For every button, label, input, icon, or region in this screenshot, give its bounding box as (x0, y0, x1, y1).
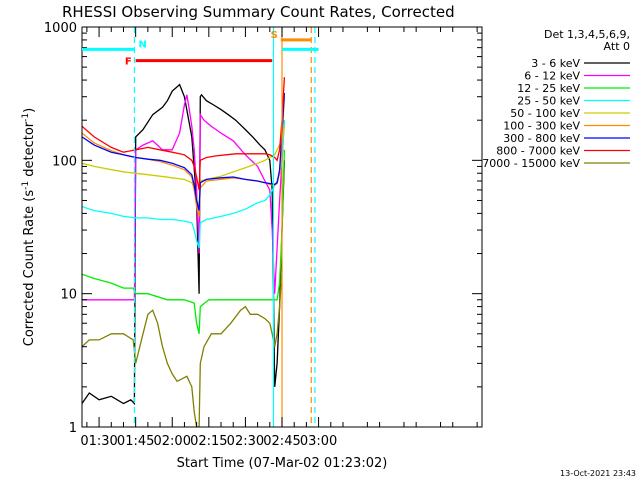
legend-header-line2: Att 0 (604, 40, 630, 53)
legend-label-1: 6 - 12 keV (524, 70, 580, 83)
x-axis-label: Start Time (07-Mar-02 01:23:02) (177, 456, 388, 471)
legend-label-8: 7000 - 15000 keV (482, 157, 580, 170)
legend-header-line1: Det 1,3,4,5,6,9, (544, 28, 630, 41)
x-tick-label-2: 02:00 (154, 434, 191, 449)
legend-label-5: 100 - 300 keV (503, 120, 580, 133)
legend-label-4: 50 - 100 keV (510, 107, 580, 120)
x-tick-label-3: 02:15 (190, 434, 227, 449)
y-tick-label-1: 10 (60, 288, 77, 303)
y-tick-label-3: 1000 (44, 21, 77, 36)
legend-label-6: 300 - 800 keV (503, 132, 580, 145)
y-tick-label-0: 1 (69, 421, 77, 436)
legend-label-2: 12 - 25 keV (517, 82, 580, 95)
footer-timestamp: 13-Oct-2021 23:43 (560, 469, 636, 478)
y-axis-label: Corrected Count Rate (s-1 detector-1) (21, 108, 37, 346)
x-ticks: 01:30 01:45 02:00 02:15 02:30 02:45 03:00 (80, 27, 478, 449)
x-tick-label-5: 02:45 (263, 434, 300, 449)
legend-label-0: 3 - 6 keV (531, 57, 580, 70)
legend-label-7: 800 - 7000 keV (496, 145, 580, 158)
annotation-layer: FN S (82, 30, 319, 68)
x-tick-label-0: 01:30 (80, 434, 117, 449)
x-tick-label-1: 01:45 (117, 434, 154, 449)
annotation-label-1: N (138, 39, 146, 50)
series-layer (82, 77, 286, 427)
series-line-0 (82, 83, 286, 406)
series-line-1 (82, 94, 286, 301)
annotation-label-0: F (125, 57, 132, 68)
x-tick-label-6: 03:00 (300, 434, 337, 449)
y-tick-label-2: 100 (52, 154, 77, 169)
x-tick-label-4: 02:30 (227, 434, 264, 449)
series-line-8 (82, 270, 283, 427)
chart-title: RHESSI Observing Summary Count Rates, Co… (62, 3, 455, 21)
annotation-label-2: S (271, 30, 278, 41)
legend-label-3: 25 - 50 keV (517, 95, 580, 108)
y-ticks: 1 10 100 1000 (44, 21, 482, 436)
series-line-2 (82, 149, 286, 334)
marker-layer (133, 27, 316, 427)
